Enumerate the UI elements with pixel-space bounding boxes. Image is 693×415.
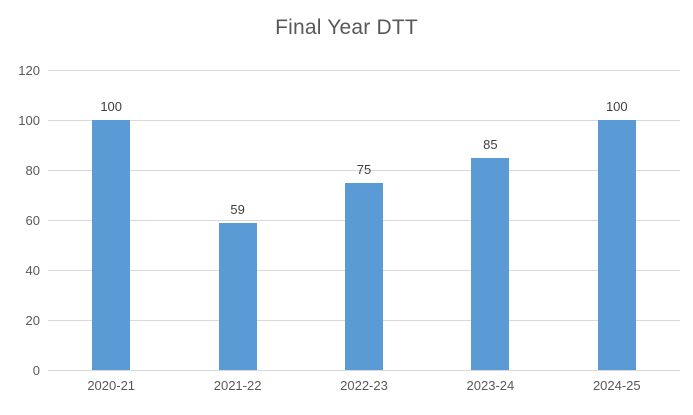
x-axis-tick-label-2023-24: 2023-24 — [466, 378, 515, 393]
data-label-2023-24: 85 — [483, 136, 498, 152]
y-axis-tick-label: 0 — [32, 362, 40, 378]
data-label-2024-25: 100 — [605, 99, 628, 114]
gridline — [48, 119, 680, 121]
x-axis-tick-label-2022-23: 2022-23 — [340, 378, 388, 393]
y-axis-tick-label: 60 — [25, 212, 40, 228]
x-axis-line — [48, 369, 680, 371]
y-axis-tick-label: 100 — [18, 112, 40, 128]
bar-2024-25 — [597, 120, 636, 370]
data-label-2022-23: 75 — [356, 161, 372, 177]
gridline — [48, 169, 680, 171]
x-axis-tick-label-2021-22: 2021-22 — [213, 378, 262, 393]
y-axis-tick-label: 80 — [25, 162, 40, 178]
data-label-2020-21: 100 — [100, 99, 123, 114]
chart-title: Final Year DTT — [275, 16, 418, 39]
y-axis-tick-label: 20 — [25, 312, 40, 328]
x-axis-tick-label-2020-21: 2020-21 — [87, 378, 136, 393]
x-axis-tick-label-2024-25: 2024-25 — [592, 378, 641, 393]
y-axis-tick-label: 40 — [25, 262, 40, 278]
bar-2022-23 — [345, 182, 383, 370]
plot-area — [48, 69, 680, 371]
bar-2023-24 — [471, 157, 510, 370]
bar-2020-21 — [92, 120, 131, 370]
gridline — [48, 69, 680, 71]
bar-2021-22 — [218, 222, 257, 370]
data-label-2021-22: 59 — [230, 201, 245, 217]
y-axis-tick-label: 120 — [18, 62, 40, 78]
